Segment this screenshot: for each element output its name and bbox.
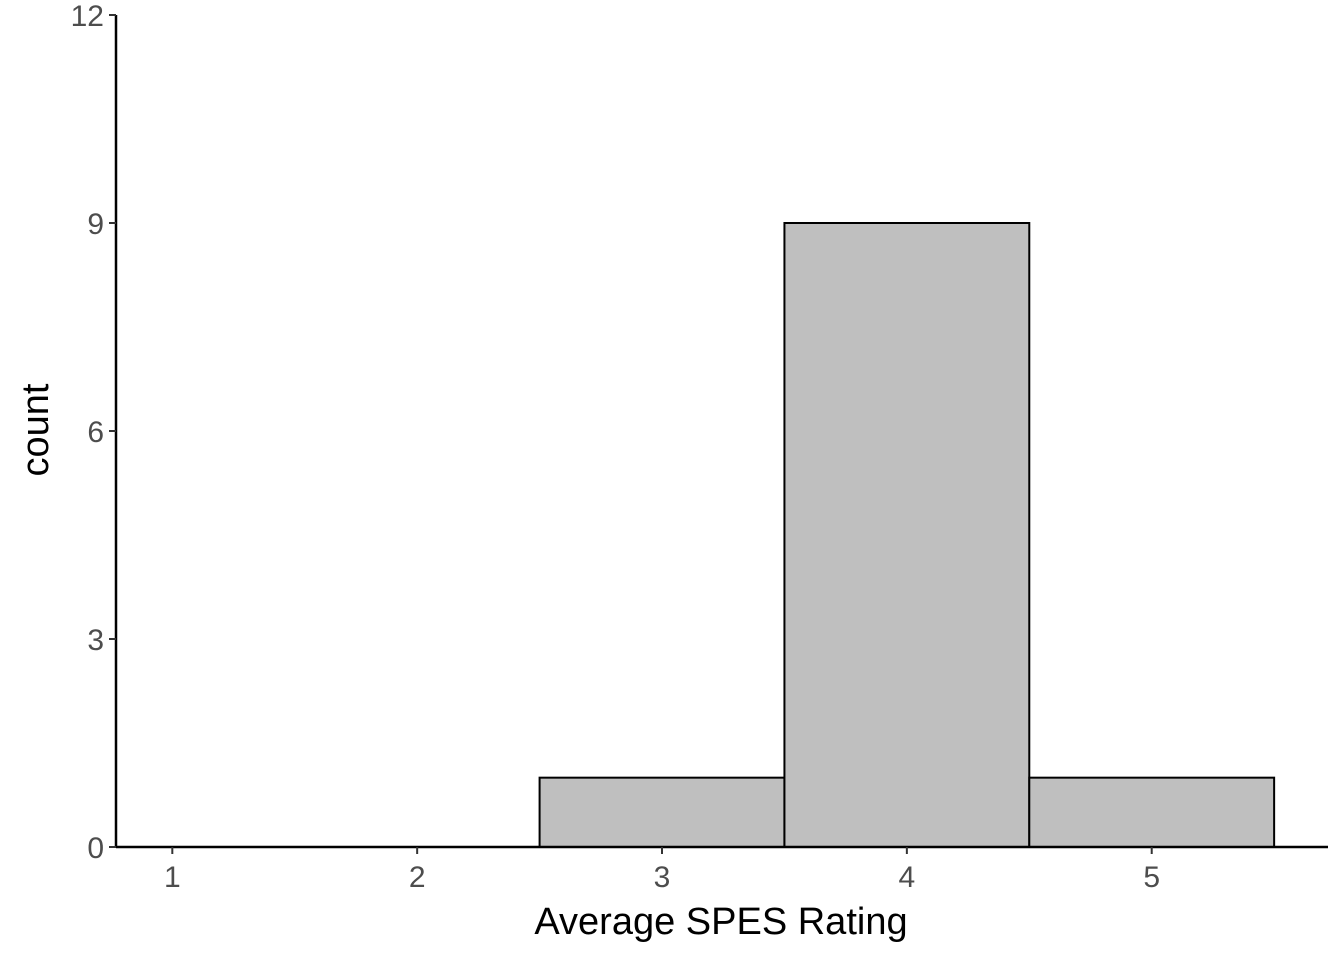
y-axis-title: count	[15, 383, 57, 476]
y-axis: 0 3 6 9 12	[71, 0, 118, 865]
bars-group	[538, 222, 1276, 849]
x-axis: 1 2 3 4 5	[116, 845, 1328, 894]
x-axis-title: Average SPES Rating	[534, 901, 907, 943]
y-tick-label: 9	[87, 208, 104, 241]
x-tick-label: 4	[899, 861, 916, 894]
y-tick-label: 12	[71, 0, 104, 33]
histogram-bar-3	[1028, 776, 1276, 849]
x-tick-label: 1	[164, 861, 181, 894]
histogram-bar-1	[538, 776, 786, 849]
histogram-bar-2	[783, 222, 1031, 848]
x-tick-label: 2	[409, 861, 426, 894]
x-tick-label: 3	[654, 861, 671, 894]
y-tick-label: 0	[87, 832, 104, 865]
x-tick-label: 5	[1143, 861, 1160, 894]
y-tick-label: 6	[87, 416, 104, 449]
y-tick-label: 3	[87, 624, 104, 657]
